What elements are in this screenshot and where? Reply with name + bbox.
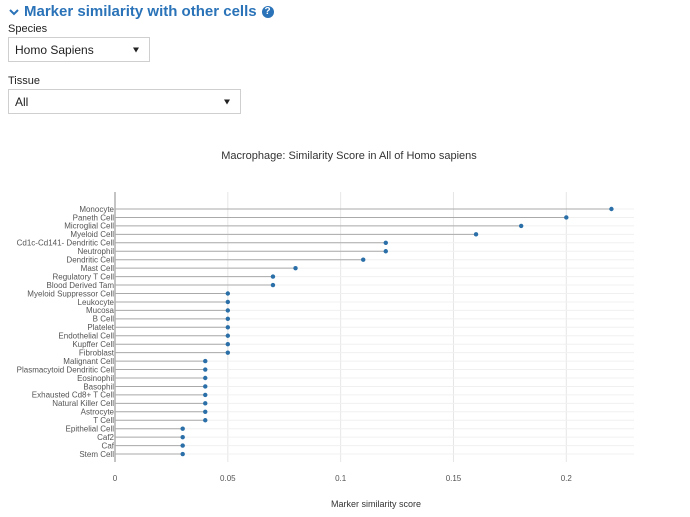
y-tick-label: Mucosa: [86, 306, 115, 315]
y-tick-label: Leukocyte: [78, 298, 115, 307]
y-tick-label: Caf2: [97, 433, 114, 442]
data-point: [225, 325, 231, 330]
x-tick-label: 0.05: [220, 474, 236, 483]
caret-down-icon: [133, 47, 139, 52]
data-point: [180, 434, 185, 440]
y-tick-label: Myeloid Suppressor Cell: [27, 289, 114, 298]
data-point: [473, 232, 479, 237]
data-point: [361, 257, 366, 262]
data-point: [203, 392, 208, 398]
y-tick-label: Paneth Cell: [73, 213, 115, 222]
y-tick-label: Microglial Cell: [64, 222, 114, 231]
tissue-label: Tissue: [8, 75, 40, 87]
y-tick-label: Myeloid Cell: [70, 230, 114, 239]
data-point: [225, 308, 231, 313]
data-point: [180, 443, 185, 448]
chevron-down-icon: [9, 8, 19, 15]
data-point: [293, 265, 298, 271]
data-point: [203, 358, 208, 364]
data-point: [609, 206, 614, 212]
y-tick-label: Monocyte: [79, 205, 114, 214]
data-point: [180, 451, 185, 457]
caret-down-icon: [224, 99, 230, 104]
y-tick-label: Regulatory T Cell: [52, 272, 114, 281]
y-tick-label: Eosinophil: [77, 374, 114, 383]
data-point: [518, 223, 524, 229]
y-tick-label: Plasmacytoid Dendritic Cell: [17, 365, 115, 374]
y-tick-label: B Cell: [93, 315, 115, 324]
y-tick-label: Caf: [102, 441, 115, 450]
x-tick-label: 0.1: [335, 474, 347, 483]
y-tick-label: Exhausted Cd8+ T Cell: [32, 391, 114, 400]
data-point: [203, 401, 208, 406]
data-point: [203, 367, 208, 372]
data-point: [203, 418, 208, 423]
x-tick-label: 0.15: [446, 474, 462, 483]
data-point: [225, 342, 231, 347]
y-tick-label: Kupffer Cell: [72, 340, 114, 349]
chart-title: Macrophage: Similarity Score in All of H…: [221, 150, 477, 162]
y-tick-label: Platelet: [87, 323, 114, 332]
help-icon[interactable]: ?: [261, 5, 274, 18]
y-tick-label: T Cell: [93, 416, 114, 425]
y-tick-label: Cd1c-Cd141- Dendritic Cell: [17, 239, 115, 248]
x-tick-label: 0.2: [561, 474, 573, 483]
section-title: Marker similarity with other cells: [24, 3, 257, 20]
data-point: [225, 291, 231, 296]
y-tick-label: Dendritic Cell: [66, 256, 114, 265]
data-point: [203, 384, 208, 389]
y-tick-label: Mast Cell: [81, 264, 115, 273]
y-tick-label: Epithelial Cell: [66, 425, 115, 434]
y-tick-label: Stem Cell: [79, 450, 114, 459]
y-tick-label: Malignant Cell: [63, 357, 114, 366]
species-select-value: Homo Sapiens: [15, 42, 94, 57]
species-select[interactable]: Homo Sapiens: [8, 37, 150, 62]
data-point: [225, 333, 231, 338]
y-tick-label: Endothelial Cell: [58, 332, 114, 341]
data-point: [180, 426, 185, 431]
data-point: [270, 282, 276, 288]
data-point: [383, 240, 388, 245]
y-tick-label: Natural Killer Cell: [52, 399, 114, 408]
y-tick-label: Basophil: [83, 382, 114, 391]
tissue-select-value: All: [15, 94, 29, 109]
data-point: [225, 350, 231, 355]
data-point: [225, 299, 231, 305]
tissue-select[interactable]: All: [8, 89, 241, 114]
data-point: [564, 215, 569, 220]
x-tick-label: 0: [113, 474, 118, 483]
x-axis-label: Marker similarity score: [331, 499, 421, 509]
y-tick-label: Fibroblast: [79, 348, 115, 357]
y-tick-label: Blood Derived Tam: [47, 281, 115, 290]
data-point: [203, 409, 208, 414]
data-point: [270, 274, 276, 279]
data-point: [203, 375, 208, 381]
species-label: Species: [8, 23, 48, 35]
section-header-toggle[interactable]: Marker similarity with other cells ?: [8, 3, 274, 20]
y-tick-label: Neutrophil: [78, 247, 115, 256]
y-tick-label: Astrocyte: [81, 408, 115, 417]
data-point: [383, 249, 388, 254]
data-point: [225, 316, 231, 322]
